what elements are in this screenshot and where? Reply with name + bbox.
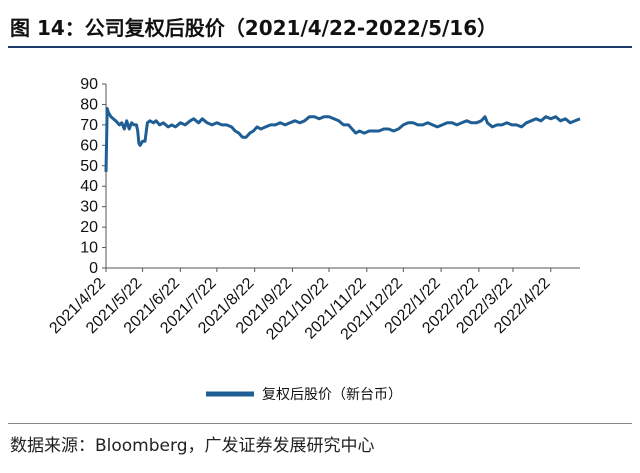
y-tick-label: 60: [80, 137, 98, 154]
price-line-chart: 0 10 20 30 40 50 60 70 80 90 2021/4/222021/5/2220…: [46, 76, 581, 403]
title-rule: [8, 46, 632, 48]
chart-title: 图 14：公司复权后股价（2021/4/22-2022/5/16）: [10, 16, 498, 40]
y-tick-label: 80: [80, 96, 98, 113]
footer-rule: [8, 423, 632, 424]
chart-axes: [102, 83, 580, 272]
y-tick-label: 30: [80, 199, 98, 216]
y-axis-tick-labels: 0 10 20 30 40 50 60 70 80 90: [80, 76, 98, 277]
legend-label: 复权后股价（新台币）: [262, 386, 402, 403]
y-tick-label: 50: [80, 158, 98, 175]
plot-area: [104, 107, 581, 172]
y-tick-label: 0: [89, 260, 98, 277]
y-tick-label: 70: [80, 117, 98, 134]
y-tick-label: 90: [80, 76, 98, 93]
source-note: 数据来源：Bloomberg，广发证券发展研究中心: [10, 436, 375, 456]
legend: 复权后股价（新台币）: [206, 386, 402, 403]
x-axis-tick-labels: 2021/4/222021/5/222021/6/222021/7/222021…: [46, 275, 553, 344]
y-tick-label: 10: [80, 240, 98, 257]
y-tick-label: 40: [80, 178, 98, 195]
y-tick-label: 20: [80, 219, 98, 236]
series-line-adjusted-price: [104, 107, 581, 172]
